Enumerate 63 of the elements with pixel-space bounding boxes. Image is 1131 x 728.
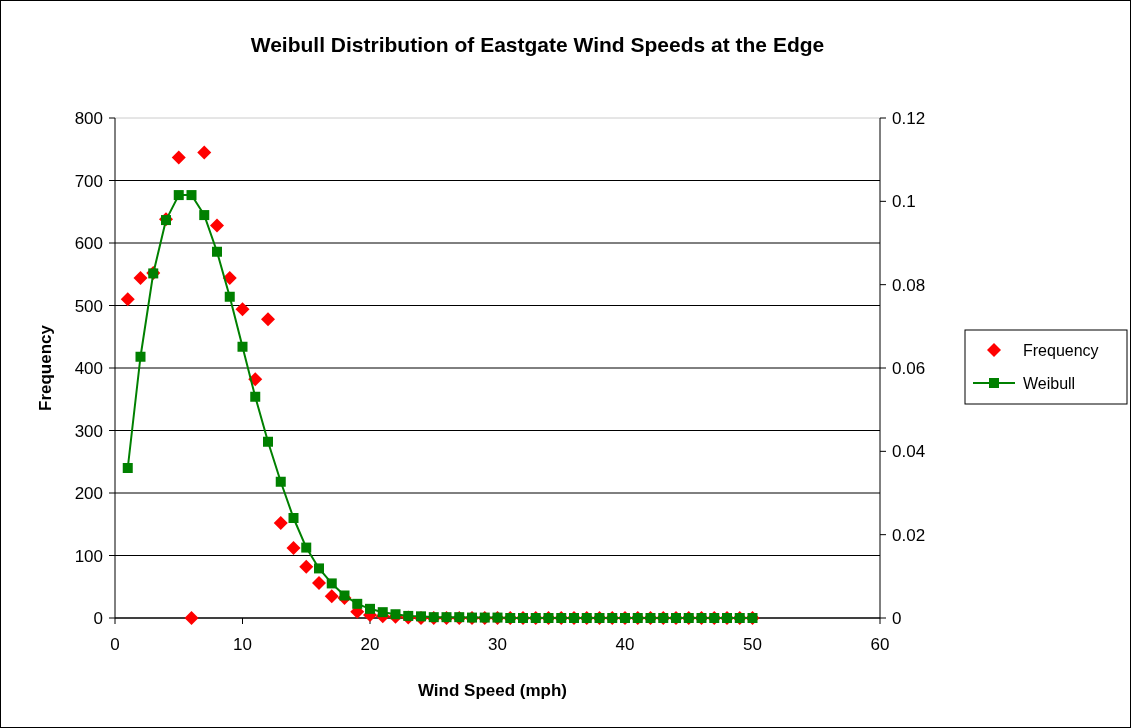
point — [122, 463, 133, 473]
y-tick-label: 100 — [74, 546, 103, 566]
point — [224, 291, 235, 302]
y2-tick-label: 0 — [892, 609, 902, 628]
point — [133, 271, 148, 285]
point — [186, 190, 197, 201]
point — [250, 391, 261, 402]
point — [403, 610, 414, 621]
point — [288, 513, 299, 523]
point — [286, 541, 301, 555]
point — [352, 598, 363, 609]
point — [326, 578, 337, 589]
y-tick-label: 200 — [74, 484, 103, 503]
y-tick-label: 0 — [93, 609, 103, 628]
legend-label: Frequency — [1023, 342, 1099, 359]
point — [184, 611, 199, 625]
x-tick-label: 0 — [110, 635, 120, 654]
legend-label: Weibull — [1023, 375, 1076, 392]
y-tick-label: 500 — [74, 296, 103, 316]
point — [237, 341, 248, 352]
x-tick-label: 40 — [615, 635, 635, 654]
y-tick-label: 600 — [74, 234, 103, 253]
y2-tick-label: 0.1 — [892, 192, 916, 212]
point — [312, 576, 326, 590]
y-tick-label: 800 — [74, 109, 103, 128]
chart-title: Weibull Distribution of Eastgate Wind Speeds at the Edge — [250, 33, 825, 56]
y-tick-label: 300 — [74, 421, 103, 441]
point — [365, 603, 375, 614]
point — [120, 292, 135, 307]
point — [235, 302, 250, 317]
point — [339, 590, 350, 601]
point — [263, 436, 273, 447]
y2-tick-label: 0.02 — [892, 525, 926, 545]
point — [299, 559, 314, 574]
y2-tick-label: 0.04 — [892, 442, 926, 462]
point — [173, 190, 184, 201]
y2-tick-label: 0.06 — [892, 359, 926, 378]
x-tick-label: 60 — [870, 635, 890, 654]
point — [135, 351, 146, 362]
point — [390, 609, 401, 620]
point — [261, 312, 275, 327]
point — [273, 516, 288, 530]
point — [197, 145, 212, 160]
x-tick-label: 10 — [233, 635, 252, 654]
x-tick-label: 20 — [360, 635, 380, 654]
y-tick-label: 700 — [74, 171, 103, 191]
y2-tick-label: 0.08 — [892, 275, 926, 295]
y-axis-title: Frequency — [36, 324, 55, 411]
point — [210, 218, 224, 233]
x-tick-label: 30 — [488, 635, 507, 654]
x-tick-label: 50 — [743, 635, 762, 654]
point — [212, 246, 222, 257]
y-tick-label: 400 — [74, 359, 103, 378]
point — [377, 607, 388, 618]
point — [301, 542, 312, 553]
x-axis-title: Wind Speed (mph) — [417, 681, 568, 700]
point — [171, 150, 186, 165]
point — [199, 210, 210, 221]
point — [324, 589, 339, 604]
point — [314, 563, 324, 574]
point — [222, 271, 237, 285]
point — [275, 476, 286, 487]
y2-tick-label: 0.12 — [892, 109, 926, 128]
